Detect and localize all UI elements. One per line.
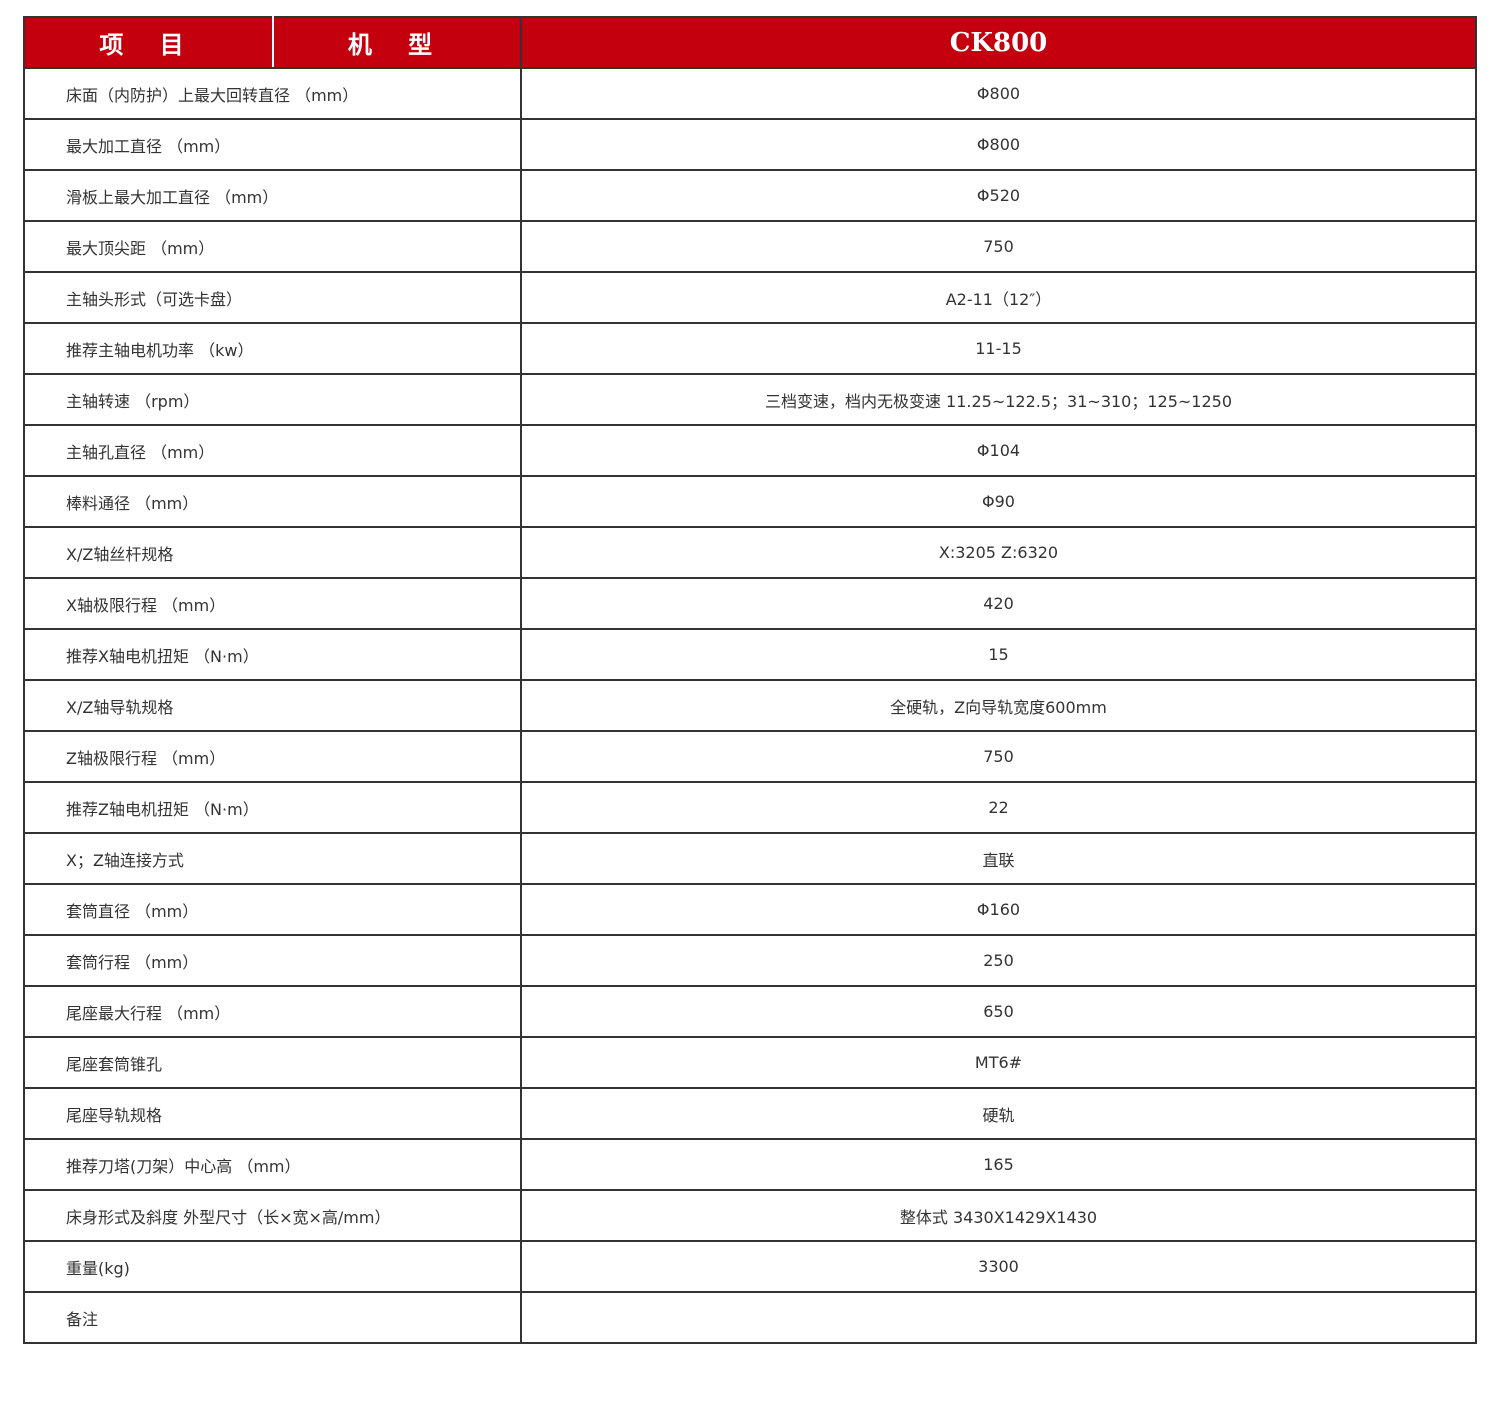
table-row: X/Z轴导轨规格 全硬轨，Z向导轨宽度600mm [23, 679, 1477, 732]
spec-table: 项 目 机 型 CK800 床面（内防护）上最大回转直径 （mm） Φ800 最大加… [23, 16, 1477, 1344]
spec-value: 直联 [520, 832, 1477, 885]
spec-label: 推荐刀塔(刀架）中心高 （mm） [23, 1138, 522, 1191]
spec-label: X；Z轴连接方式 [23, 832, 522, 885]
spec-label: X/Z轴丝杆规格 [23, 526, 522, 579]
spec-value: 250 [520, 934, 1477, 987]
spec-value: 三档变速，档内无极变速 11.25~122.5；31~310；125~1250 [520, 373, 1477, 426]
spec-value: 750 [520, 730, 1477, 783]
table-row: 主轴孔直径 （mm） Φ104 [23, 424, 1477, 477]
table-row: 推荐Z轴电机扭矩 （N·m） 22 [23, 781, 1477, 834]
spec-value: X:3205 Z:6320 [520, 526, 1477, 579]
spec-label: X轴极限行程 （mm） [23, 577, 522, 630]
table-row: 最大加工直径 （mm） Φ800 [23, 118, 1477, 171]
spec-value: 全硬轨，Z向导轨宽度600mm [520, 679, 1477, 732]
header-item: 项 目 [23, 16, 274, 69]
spec-label: 套筒直径 （mm） [23, 883, 522, 936]
spec-value: 420 [520, 577, 1477, 630]
spec-label: 套筒行程 （mm） [23, 934, 522, 987]
spec-value [520, 1291, 1477, 1344]
spec-label: 最大顶尖距 （mm） [23, 220, 522, 273]
spec-value: 3300 [520, 1240, 1477, 1293]
header-row: 项 目 机 型 CK800 [23, 16, 1477, 69]
spec-value: 15 [520, 628, 1477, 681]
spec-value: 硬轨 [520, 1087, 1477, 1140]
spec-value: MT6# [520, 1036, 1477, 1089]
spec-value: A2-11（12″） [520, 271, 1477, 324]
spec-label: 床身形式及斜度 外型尺寸（长×宽×高/mm） [23, 1189, 522, 1242]
spec-label: 主轴头形式（可选卡盘） [23, 271, 522, 324]
spec-label: 主轴孔直径 （mm） [23, 424, 522, 477]
spec-label: 尾座套筒锥孔 [23, 1036, 522, 1089]
spec-label: 备注 [23, 1291, 522, 1344]
table-row: 尾座导轨规格 硬轨 [23, 1087, 1477, 1140]
table-row: 套筒直径 （mm） Φ160 [23, 883, 1477, 936]
spec-value: Φ104 [520, 424, 1477, 477]
table-row: Z轴极限行程 （mm） 750 [23, 730, 1477, 783]
table-row: 备注 [23, 1291, 1477, 1344]
table-row: X/Z轴丝杆规格 X:3205 Z:6320 [23, 526, 1477, 579]
table-row: 床面（内防护）上最大回转直径 （mm） Φ800 [23, 67, 1477, 120]
spec-label: 床面（内防护）上最大回转直径 （mm） [23, 67, 522, 120]
spec-label: 滑板上最大加工直径 （mm） [23, 169, 522, 222]
spec-label: 推荐X轴电机扭矩 （N·m） [23, 628, 522, 681]
table-row: 主轴转速 （rpm） 三档变速，档内无极变速 11.25~122.5；31~310… [23, 373, 1477, 426]
spec-label: 最大加工直径 （mm） [23, 118, 522, 171]
table-row: 重量(kg) 3300 [23, 1240, 1477, 1293]
spec-label: X/Z轴导轨规格 [23, 679, 522, 732]
spec-label: 重量(kg) [23, 1240, 522, 1293]
table-row: 最大顶尖距 （mm） 750 [23, 220, 1477, 273]
spec-label: 推荐主轴电机功率 （kw） [23, 322, 522, 375]
header-model-name: CK800 [520, 16, 1477, 69]
spec-label: 尾座最大行程 （mm） [23, 985, 522, 1038]
table-row: 尾座最大行程 （mm） 650 [23, 985, 1477, 1038]
table-row: 推荐X轴电机扭矩 （N·m） 15 [23, 628, 1477, 681]
table-row: 滑板上最大加工直径 （mm） Φ520 [23, 169, 1477, 222]
table-row: 棒料通径 （mm） Φ90 [23, 475, 1477, 528]
spec-value: 整体式 3430X1429X1430 [520, 1189, 1477, 1242]
spec-value: 750 [520, 220, 1477, 273]
spec-value: 650 [520, 985, 1477, 1038]
table-row: 主轴头形式（可选卡盘） A2-11（12″） [23, 271, 1477, 324]
table-row: 床身形式及斜度 外型尺寸（长×宽×高/mm） 整体式 3430X1429X1430 [23, 1189, 1477, 1242]
table-row: X轴极限行程 （mm） 420 [23, 577, 1477, 630]
spec-value: Φ90 [520, 475, 1477, 528]
spec-value: Φ800 [520, 67, 1477, 120]
spec-value: Φ520 [520, 169, 1477, 222]
spec-value: Φ800 [520, 118, 1477, 171]
spec-value: 165 [520, 1138, 1477, 1191]
spec-value: Φ160 [520, 883, 1477, 936]
header-model-type: 机 型 [272, 16, 522, 69]
table-row: 尾座套筒锥孔 MT6# [23, 1036, 1477, 1089]
spec-label: 推荐Z轴电机扭矩 （N·m） [23, 781, 522, 834]
table-row: 套筒行程 （mm） 250 [23, 934, 1477, 987]
table-row: 推荐主轴电机功率 （kw） 11-15 [23, 322, 1477, 375]
spec-label: 主轴转速 （rpm） [23, 373, 522, 426]
spec-label: 尾座导轨规格 [23, 1087, 522, 1140]
spec-label: Z轴极限行程 （mm） [23, 730, 522, 783]
spec-value: 22 [520, 781, 1477, 834]
spec-value: 11-15 [520, 322, 1477, 375]
spec-label: 棒料通径 （mm） [23, 475, 522, 528]
table-row: X；Z轴连接方式 直联 [23, 832, 1477, 885]
table-row: 推荐刀塔(刀架）中心高 （mm） 165 [23, 1138, 1477, 1191]
